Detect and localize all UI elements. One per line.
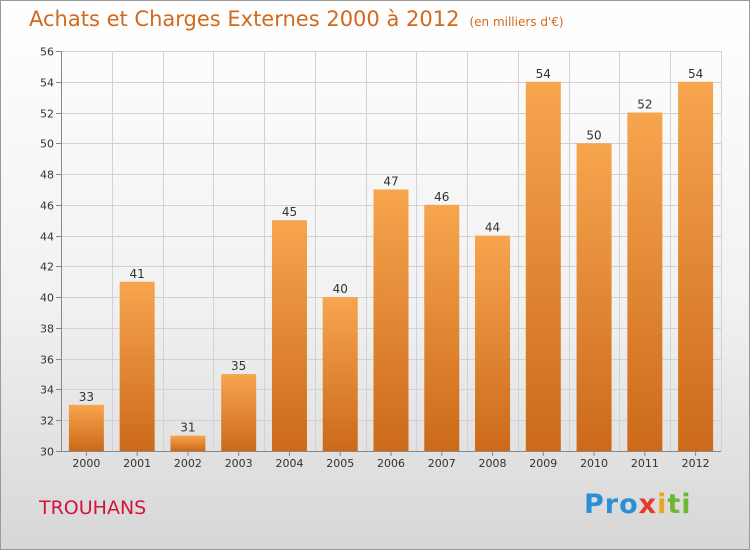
y-tick-label: 38 bbox=[40, 323, 54, 336]
bar bbox=[475, 235, 511, 451]
x-tick-label: 2001 bbox=[123, 457, 151, 470]
bar-value-label: 54 bbox=[688, 67, 703, 81]
bar bbox=[678, 81, 714, 452]
bar-value-label: 45 bbox=[282, 205, 297, 219]
y-tick-label: 46 bbox=[40, 200, 54, 213]
labels: 30 32 34 36 38 40 42 44 46 48 50 52 54 56 33 2000 41 2001… bbox=[40, 46, 710, 471]
x-tick-label: 2011 bbox=[631, 457, 659, 470]
y-tick-label: 40 bbox=[40, 292, 54, 305]
bar-value-label: 52 bbox=[637, 98, 652, 112]
y-tick-label: 56 bbox=[40, 46, 54, 59]
x-tick-label: 2010 bbox=[580, 457, 608, 470]
y-tick-label: 52 bbox=[40, 108, 54, 121]
logo-part-3: i bbox=[657, 489, 668, 520]
x-tick-label: 2004 bbox=[275, 457, 303, 470]
bar bbox=[373, 189, 409, 451]
bar-value-label: 31 bbox=[180, 421, 195, 435]
x-tick-label: 2005 bbox=[326, 457, 354, 470]
bar bbox=[119, 281, 155, 451]
chart-unit: (en milliers d'€) bbox=[469, 15, 564, 29]
bar bbox=[525, 81, 561, 452]
bar-value-label: 46 bbox=[434, 190, 449, 204]
place-name: TROUHANS bbox=[39, 497, 147, 519]
x-tick-label: 2007 bbox=[428, 457, 456, 470]
y-tick-label: 32 bbox=[40, 415, 54, 428]
bar-value-label: 33 bbox=[79, 390, 94, 404]
y-tick-label: 42 bbox=[40, 261, 54, 274]
chart-title-text: Achats et Charges Externes 2000 à 2012 bbox=[29, 7, 460, 31]
x-tick-label: 2012 bbox=[682, 457, 710, 470]
bar bbox=[576, 143, 612, 452]
bar-value-label: 44 bbox=[485, 221, 500, 235]
bar-value-label: 40 bbox=[333, 282, 348, 296]
y-tick-label: 50 bbox=[40, 138, 54, 151]
bar bbox=[627, 112, 663, 452]
y-tick-label: 48 bbox=[40, 169, 54, 182]
bar bbox=[424, 204, 460, 451]
bar bbox=[68, 404, 104, 451]
x-tick-label: 2006 bbox=[377, 457, 405, 470]
logo-part-1: Pro bbox=[584, 489, 639, 520]
bar-value-label: 50 bbox=[586, 128, 601, 142]
proxiti-logo[interactable]: Proxiti bbox=[584, 489, 692, 520]
bar bbox=[170, 435, 206, 451]
bar bbox=[221, 374, 257, 451]
x-tick-label: 2003 bbox=[225, 457, 253, 470]
x-tick-label: 2002 bbox=[174, 457, 202, 470]
logo-part-2: x bbox=[638, 489, 658, 520]
y-tick-label: 54 bbox=[40, 77, 54, 90]
bar bbox=[322, 297, 358, 451]
bar-value-label: 35 bbox=[231, 359, 246, 373]
bar bbox=[271, 220, 307, 451]
chart-title: Achats et Charges Externes 2000 à 2012 (e… bbox=[29, 7, 564, 31]
bar-value-label: 54 bbox=[536, 67, 551, 81]
bars bbox=[68, 81, 714, 452]
x-tick-label: 2008 bbox=[479, 457, 507, 470]
y-tick-label: 44 bbox=[40, 231, 54, 244]
y-tick-label: 36 bbox=[40, 354, 54, 367]
y-tick-label: 34 bbox=[40, 384, 54, 397]
logo-part-4: ti bbox=[667, 489, 692, 520]
bar-value-label: 41 bbox=[130, 267, 145, 281]
axes bbox=[56, 51, 721, 456]
x-tick-label: 2000 bbox=[72, 457, 100, 470]
bar-value-label: 47 bbox=[383, 174, 398, 188]
x-tick-label: 2009 bbox=[529, 457, 557, 470]
y-tick-label: 30 bbox=[40, 446, 54, 459]
